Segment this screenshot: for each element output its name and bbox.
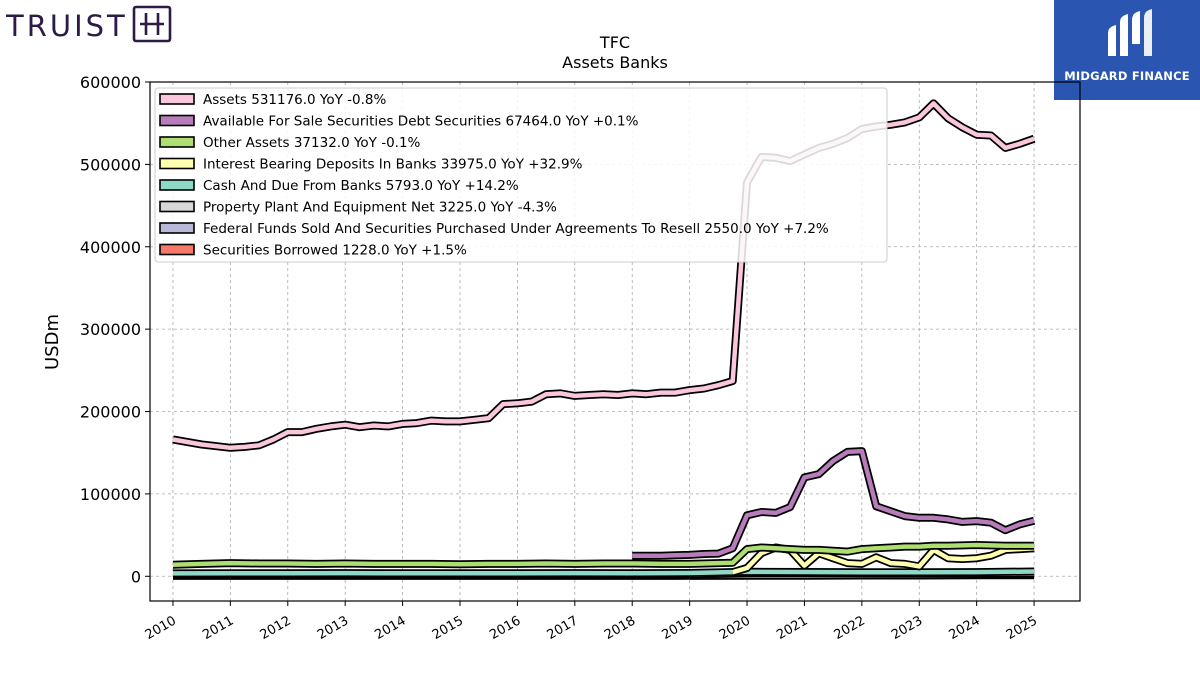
y-axis-label: USDm — [42, 314, 63, 370]
series-assets — [172, 99, 1036, 452]
series-cash-and-due-from-banks — [172, 567, 1035, 578]
series-line — [632, 448, 1035, 558]
midgard-finance-mark-icon — [1108, 9, 1152, 56]
legend-item: Interest Bearing Deposits In Banks 33975… — [159, 157, 583, 173]
x-tick-label: 2018 — [602, 613, 638, 643]
series-available-for-sale-securities-debt-securities — [632, 447, 1036, 560]
y-tick-label: 400000 — [80, 238, 141, 257]
legend-item: Federal Funds Sold And Securities Purcha… — [159, 221, 829, 237]
legend-swatch — [159, 136, 195, 148]
x-tick-label: 2021 — [774, 613, 810, 643]
truist-logo-mark-icon — [132, 5, 172, 43]
legend-label: Securities Borrowed 1228.0 YoY +1.5% — [203, 243, 467, 259]
legend-swatch — [159, 200, 195, 213]
legend-label: Federal Funds Sold And Securities Purcha… — [203, 221, 829, 237]
x-tick-label: 2023 — [889, 613, 925, 643]
chart-title: TFC — [599, 33, 630, 52]
legend-item: Assets 531176.0 YoY -0.8% — [159, 92, 387, 108]
y-tick-label: 0 — [131, 567, 141, 586]
y-tick-label: 600000 — [80, 73, 141, 92]
y-tick-label: 200000 — [80, 403, 141, 422]
series-line — [172, 101, 1035, 451]
legend-item: Cash And Due From Banks 5793.0 YoY +14.2… — [159, 178, 519, 194]
x-tick-label: 2020 — [717, 613, 753, 643]
legend-label: Available For Sale Securities Debt Secur… — [203, 114, 639, 130]
legend-swatch — [159, 179, 195, 191]
y-axis: 0 100000 200000 300000 400000 500000 600000 — [80, 73, 150, 586]
x-axis: 2010 2011 2012 2013 2014 2015 2016 2017 2018 2019… — [143, 601, 1040, 643]
legend-box — [154, 87, 888, 263]
x-tick-label: 2025 — [1004, 613, 1040, 643]
partner-logo-text: MIDGARD FINANCE — [1064, 69, 1190, 83]
x-tick-label: 2013 — [315, 613, 351, 643]
x-tick-label: 2019 — [659, 613, 695, 643]
plot-frame — [149, 81, 1081, 602]
legend-label: Other Assets 37132.0 YoY -0.1% — [203, 135, 421, 151]
y-tick-label: 500000 — [80, 155, 141, 174]
legend-label: Interest Bearing Deposits In Banks 33975… — [203, 157, 583, 173]
x-tick-label: 2014 — [372, 613, 408, 643]
legend-item: Securities Borrowed 1228.0 YoY +1.5% — [159, 243, 467, 259]
x-tick-label: 2017 — [545, 613, 581, 643]
series-line — [172, 569, 1035, 576]
legend-swatch — [159, 243, 195, 256]
legend-label: Cash And Due From Banks 5793.0 YoY +14.2… — [203, 178, 519, 194]
series-layer — [172, 99, 1036, 580]
x-tick-label: 2011 — [200, 613, 236, 643]
midgard-finance-logo: MIDGARD FINANCE — [1054, 0, 1200, 100]
legend-swatch — [159, 222, 195, 234]
x-tick-label: 2015 — [430, 613, 466, 643]
series-other-assets — [172, 541, 1035, 569]
x-tick-label: 2024 — [947, 613, 983, 643]
legend-label: Property Plant And Equipment Net 3225.0 … — [203, 200, 557, 216]
legend: Assets 531176.0 YoY -0.8% Available For S… — [154, 87, 888, 263]
x-tick-label: 2022 — [832, 613, 868, 643]
x-tick-label: 2010 — [143, 613, 179, 643]
legend-swatch — [159, 114, 195, 127]
legend-label: Assets 531176.0 YoY -0.8% — [203, 92, 387, 108]
legend-item: Available For Sale Securities Debt Secur… — [159, 114, 639, 130]
series-line-outline — [632, 447, 1036, 560]
legend-swatch — [159, 93, 195, 105]
truist-logo: TRUIST — [6, 5, 172, 43]
x-tick-label: 2016 — [487, 613, 523, 643]
x-tick-label: 2012 — [258, 613, 294, 643]
legend-item: Property Plant And Equipment Net 3225.0 … — [159, 200, 557, 216]
y-tick-label: 100000 — [80, 485, 141, 504]
series-line — [172, 542, 1035, 568]
y-tick-label: 300000 — [80, 320, 141, 339]
chart-subtitle: Assets Banks — [562, 53, 668, 72]
legend-item: Other Assets 37132.0 YoY -0.1% — [159, 135, 421, 151]
legend-swatch — [159, 157, 195, 170]
truist-logo-text: TRUIST — [6, 9, 128, 43]
